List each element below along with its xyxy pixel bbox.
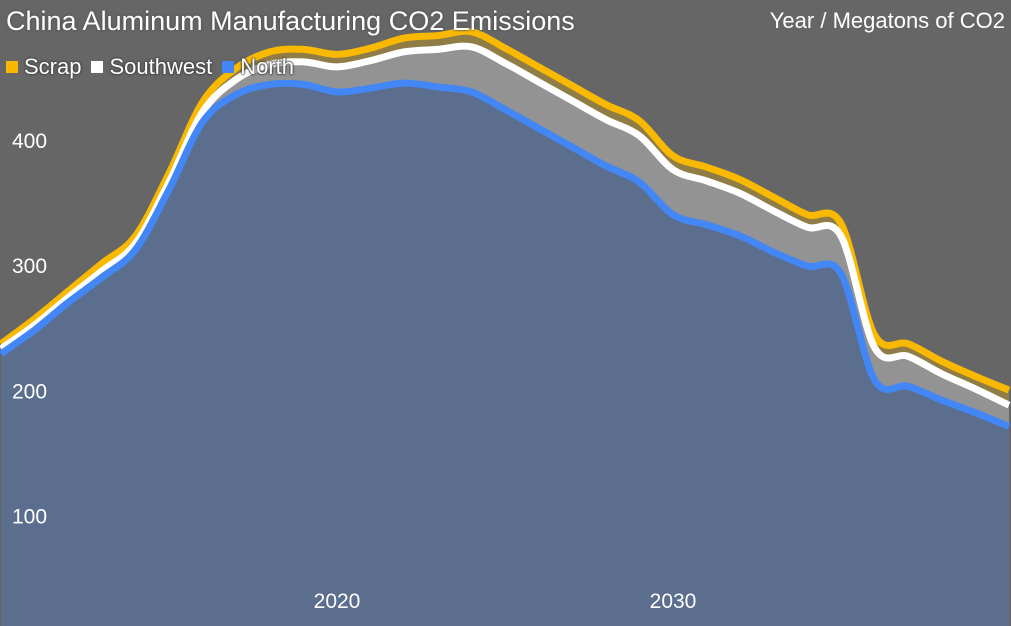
areas — [1, 31, 1009, 626]
x-tick-label: 2020 — [314, 590, 361, 613]
legend-label: Scrap — [24, 54, 82, 79]
y-tick-label: 300 — [12, 255, 47, 278]
chart-title: China Aluminum Manufacturing CO2 Emissio… — [6, 6, 575, 36]
y-tick-label: 100 — [12, 506, 47, 529]
legend-item-southwest: Southwest — [91, 54, 212, 80]
line-north — [0, 79, 1011, 430]
y-tick-label: 200 — [12, 380, 47, 403]
legend-item-scrap: Scrap — [6, 54, 81, 80]
legend-item-north: North — [222, 54, 294, 80]
chart-subtitle: Year / Megatons of CO2 — [769, 8, 1005, 33]
x-tick-label: 2030 — [650, 590, 697, 613]
legend-swatch-north — [222, 61, 235, 73]
legend: Scrap Southwest North — [6, 54, 294, 80]
y-axis-ticks: 100 200 300 400 — [12, 130, 47, 529]
x-axis-ticks: 2020 2030 — [314, 590, 697, 613]
legend-swatch-scrap — [6, 61, 18, 73]
line-scrap — [0, 27, 1011, 394]
legend-swatch-southwest — [91, 61, 104, 73]
legend-label: Southwest — [109, 54, 213, 79]
area-north — [1, 83, 1009, 626]
series-lines — [0, 27, 1011, 430]
y-tick-label: 400 — [12, 130, 47, 153]
legend-label: North — [240, 54, 295, 79]
